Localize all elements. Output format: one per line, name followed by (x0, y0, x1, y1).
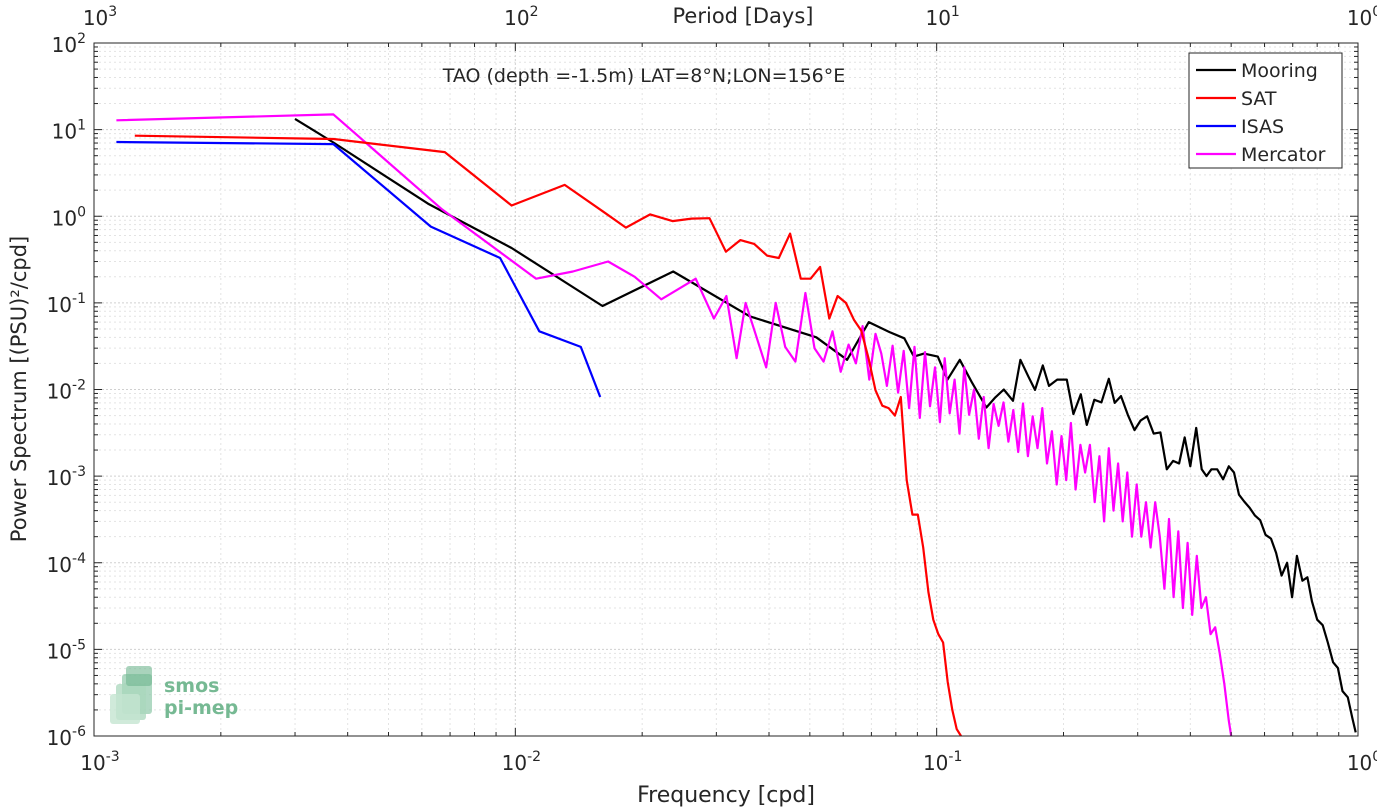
logo-text-smos: smos (164, 675, 219, 697)
legend-label-mooring: Mooring (1241, 60, 1318, 82)
x-axis-title: Frequency [cpd] (637, 783, 815, 808)
tick-marks (93, 42, 1359, 737)
top-axis-title: Period [Days] (673, 4, 814, 28)
x-tick-label: 10-1 (923, 749, 962, 775)
legend-box (1188, 52, 1343, 169)
logo-mark-icon (110, 666, 152, 724)
y-axis-title: Power Spectrum [(PSU)²/cpd] (7, 236, 31, 542)
smos-pi-mep-logo: smos pi-mep (110, 666, 238, 724)
y-tick-label: 101 (52, 118, 86, 144)
chart-title: TAO (depth =-1.5m) LAT=8°N;LON=156°E (442, 65, 846, 87)
top-tick-label: 103 (83, 4, 117, 30)
top-tick-label: 100 (1347, 4, 1377, 30)
y-tick-label: 10-3 (47, 464, 86, 490)
top-tick-label: 101 (925, 4, 959, 30)
legend-label-mercator: Mercator (1241, 144, 1326, 166)
y-tick-label: 100 (52, 204, 86, 230)
legend-label-isas: ISAS (1241, 116, 1284, 138)
x-tick-label: 100 (1347, 749, 1377, 775)
x-tick-label: 10-2 (502, 749, 541, 775)
y-tick-label: 10-4 (47, 551, 87, 577)
top-tick-label: 102 (504, 4, 538, 30)
y-tick-label: 10-2 (47, 378, 86, 404)
x-tick-label: 10-3 (80, 749, 119, 775)
y-tick-label: 10-1 (47, 291, 86, 317)
legend-label-sat: SAT (1241, 88, 1277, 110)
series-line-mercator (116, 113, 1233, 736)
series-line-isas (116, 140, 602, 398)
logo-text-pi-mep: pi-mep (164, 697, 238, 719)
y-tick-label: 10-5 (47, 637, 86, 663)
y-tick-label: 102 (52, 31, 86, 57)
series-line-sat (134, 134, 962, 736)
series-line-mooring (294, 117, 1357, 733)
series-layer (116, 113, 1357, 736)
tick-labels: 10-3 10-2 10-1 100 10-6 10-5 10-4 10-3 10-2 10-1 1… (47, 4, 1377, 775)
major-grid (93, 42, 1359, 737)
y-tick-label: 10-6 (47, 724, 87, 750)
legend: Mooring SAT ISAS Mercator (1188, 52, 1343, 169)
